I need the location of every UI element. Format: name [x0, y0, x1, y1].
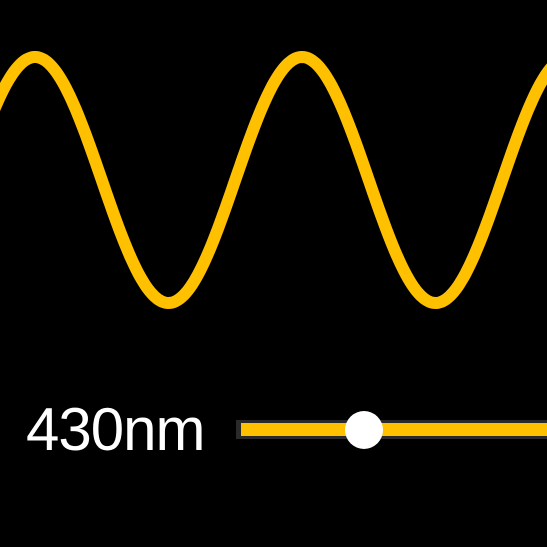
slider-fill — [241, 423, 547, 436]
wave-path — [0, 50, 547, 310]
wavelength-slider[interactable] — [236, 408, 547, 452]
sine-wave-icon — [0, 50, 547, 310]
wavelength-value: 430nm — [26, 396, 205, 463]
slider-thumb-icon[interactable] — [344, 411, 383, 449]
